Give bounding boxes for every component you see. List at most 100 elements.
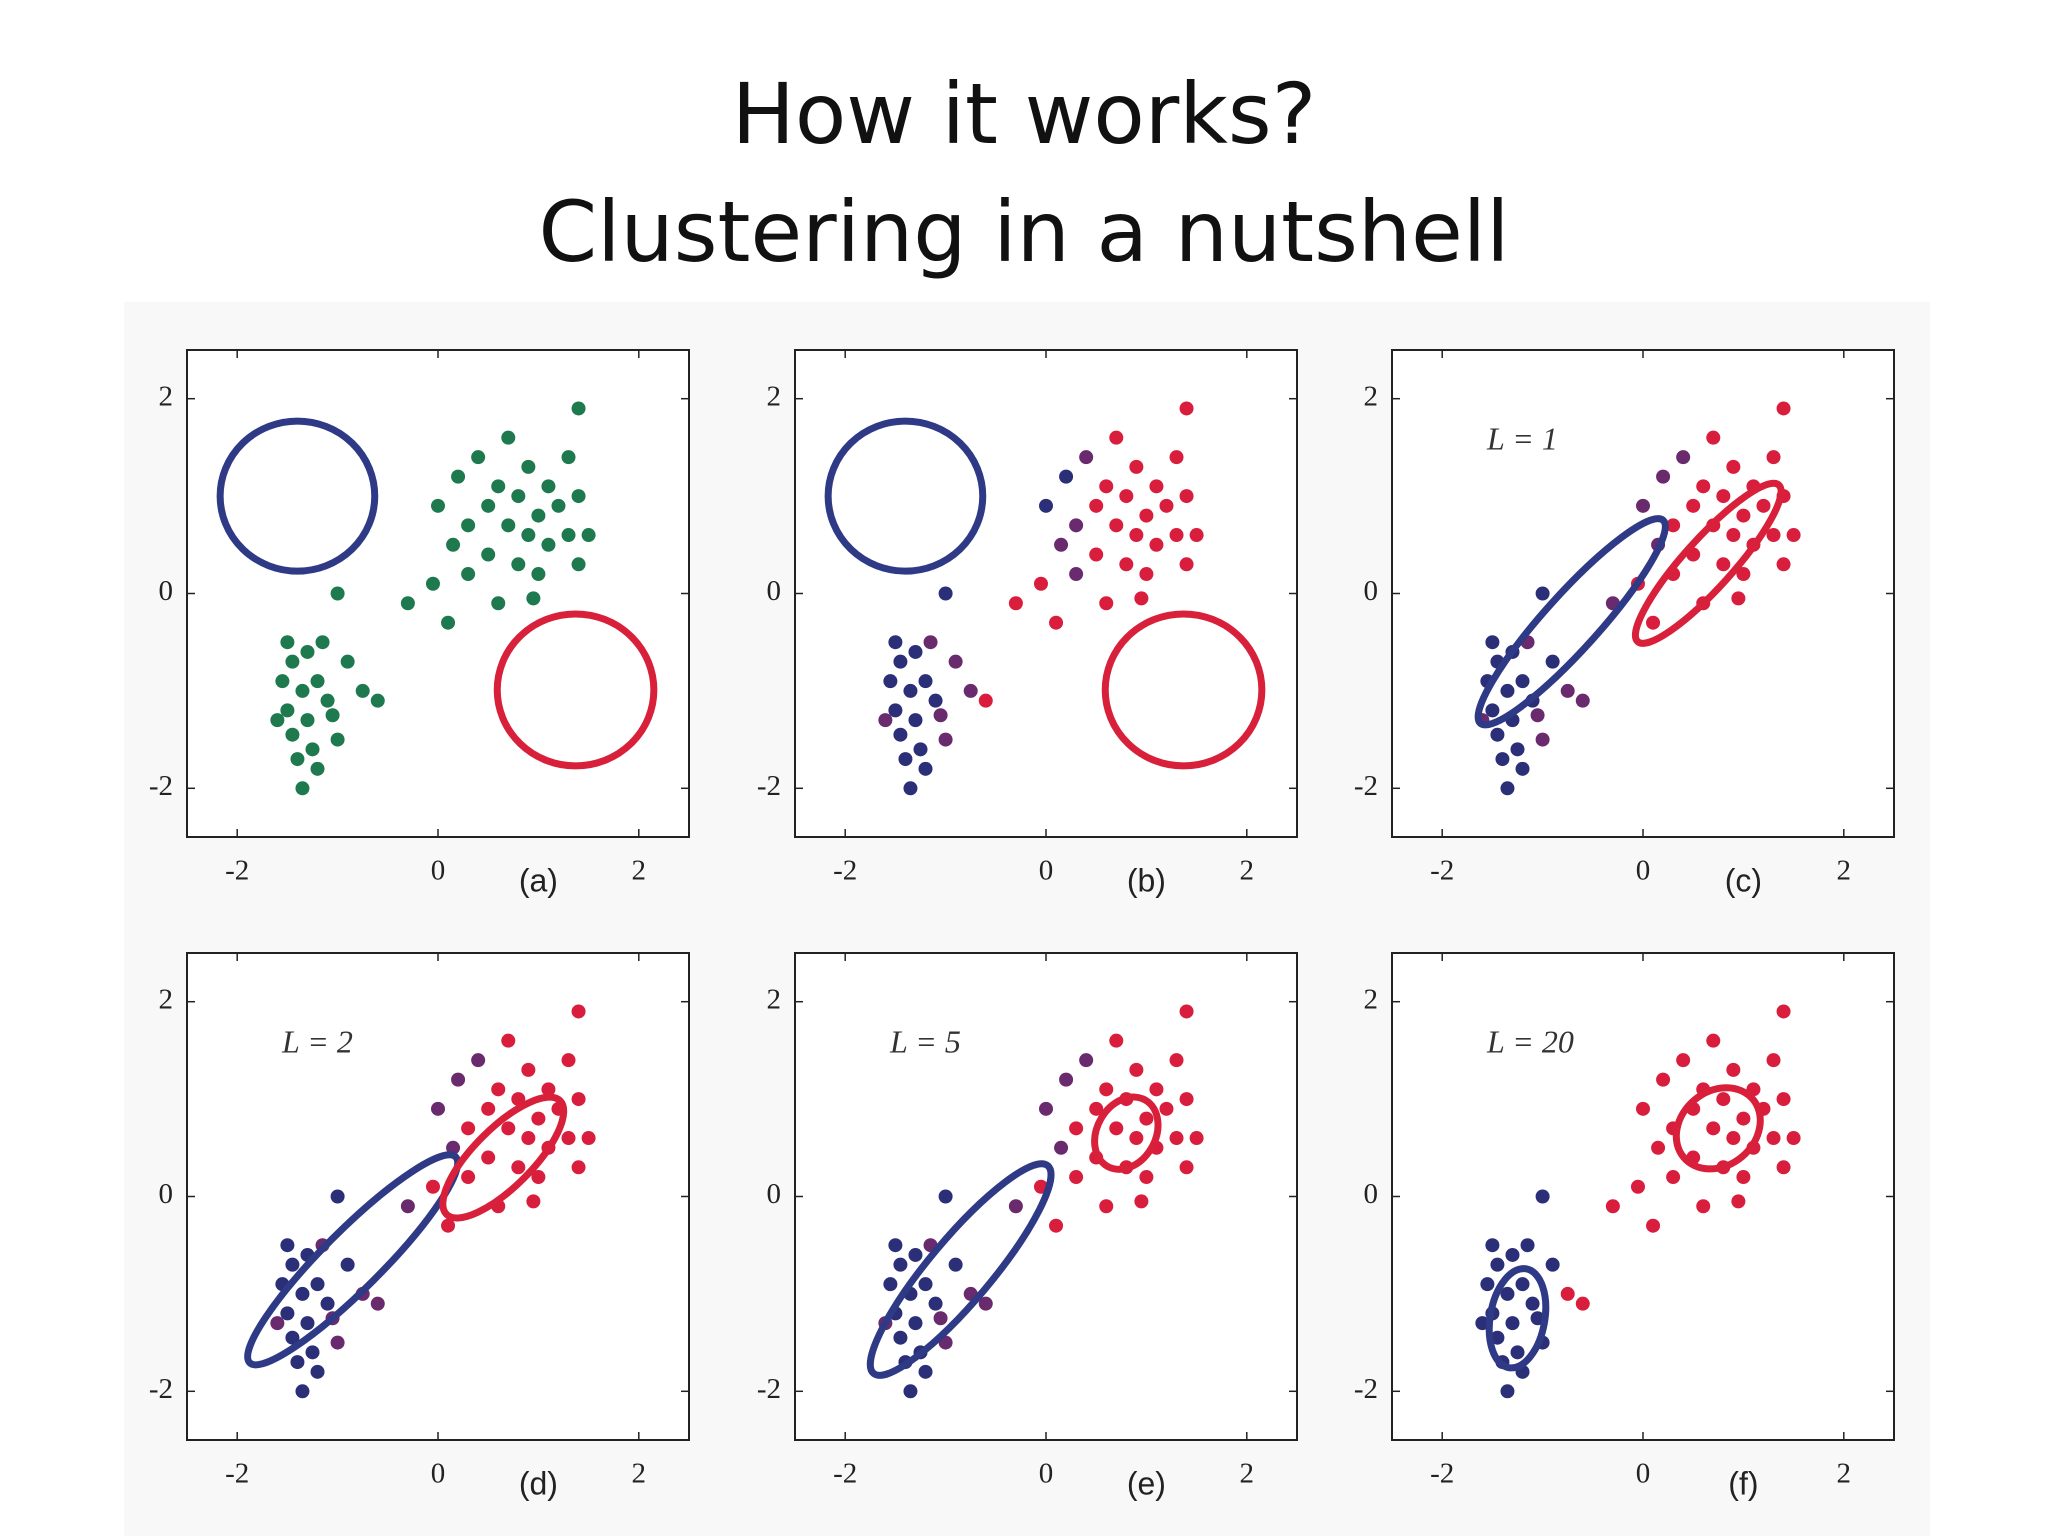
y-tick-label: 2 [767, 380, 782, 412]
data-point [1179, 489, 1194, 504]
data-point [581, 1131, 596, 1146]
cluster-ellipse [1101, 610, 1266, 770]
panel: -2 0 2 -2 0 2 L = 1 (c) [1354, 349, 1895, 898]
data-point [1500, 683, 1515, 698]
data-point [1716, 557, 1731, 572]
data-point [400, 1199, 415, 1214]
data-point [1636, 498, 1650, 513]
data-point [1189, 1131, 1204, 1146]
data-point [1560, 1286, 1575, 1301]
data-point [1039, 1101, 1053, 1116]
data-point [561, 450, 576, 465]
panel-label: (d) [519, 1465, 558, 1501]
data-point [441, 615, 456, 630]
x-tick-label: -2 [833, 855, 857, 887]
y-tick-label: -2 [757, 770, 781, 802]
data-point [1059, 1072, 1074, 1087]
data-point [340, 1257, 355, 1272]
data-point [1079, 1053, 1094, 1068]
data-point [888, 1238, 903, 1253]
data-point [461, 567, 476, 582]
data-point [903, 683, 918, 698]
data-point [1776, 1160, 1791, 1175]
x-tick-label: 0 [1039, 1458, 1054, 1490]
data-point [908, 644, 923, 659]
data-point [918, 674, 933, 689]
data-point [1786, 528, 1801, 543]
data-point [330, 1335, 345, 1350]
data-point [446, 1140, 461, 1155]
data-point [938, 732, 953, 747]
data-point [1099, 596, 1114, 611]
data-point [280, 703, 295, 718]
data-point [1169, 1131, 1184, 1146]
data-point [290, 752, 305, 767]
data-point [340, 654, 355, 669]
data-point [531, 1170, 546, 1185]
data-point [963, 683, 978, 698]
data-point [270, 713, 285, 728]
data-point [1169, 450, 1184, 465]
data-point [1726, 459, 1741, 474]
data-point [521, 1131, 536, 1146]
data-point [1129, 459, 1144, 474]
data-point [978, 1296, 993, 1311]
data-point [571, 1092, 586, 1107]
data-point [1696, 1199, 1711, 1214]
data-point [888, 703, 903, 718]
data-point [1731, 591, 1746, 606]
data-point [481, 1150, 496, 1165]
data-point [883, 674, 898, 689]
data-point [908, 1247, 923, 1262]
data-point [1008, 1199, 1023, 1214]
annotation: L = 1 [1486, 420, 1558, 456]
data-point [561, 1131, 576, 1146]
data-point [1676, 450, 1691, 465]
data-point [541, 479, 556, 494]
data-point [1505, 1247, 1520, 1262]
y-tick-label: 2 [159, 983, 174, 1015]
data-point [310, 761, 325, 776]
data-point [285, 1330, 300, 1345]
data-point [903, 1384, 918, 1399]
data-point [270, 1316, 285, 1331]
data-point [1736, 567, 1751, 582]
data-point [1500, 781, 1515, 796]
data-point [898, 752, 913, 767]
data-point [1515, 761, 1530, 776]
data-point [481, 547, 496, 562]
data-point [280, 635, 295, 650]
data-point [521, 528, 536, 543]
y-tick-label: 0 [1364, 575, 1379, 607]
y-tick-label: -2 [757, 1373, 781, 1405]
data-point [320, 693, 335, 708]
data-point [928, 1296, 943, 1311]
annotation: L = 20 [1486, 1023, 1574, 1059]
y-tick-label: -2 [149, 1373, 173, 1405]
data-point [1179, 401, 1194, 416]
data-point [1726, 1131, 1741, 1146]
data-point [1560, 683, 1575, 698]
x-tick-label: 2 [1240, 1458, 1255, 1490]
data-point [310, 1364, 325, 1379]
plot-frame [1391, 952, 1895, 1441]
cluster-ellipse [824, 417, 987, 575]
data-point [491, 596, 506, 611]
data-point [315, 635, 330, 650]
data-point [1179, 557, 1194, 572]
data-point [501, 518, 516, 533]
y-tick-label: 2 [1364, 380, 1379, 412]
data-point [918, 1364, 933, 1379]
data-point [1500, 1384, 1515, 1399]
data-point [571, 489, 586, 504]
data-point [1726, 1062, 1741, 1077]
data-point [1520, 1238, 1535, 1253]
cluster-ellipse [1091, 1093, 1162, 1173]
x-tick-label: 2 [1837, 1458, 1852, 1490]
data-point [1069, 567, 1084, 582]
data-point [511, 1160, 526, 1175]
y-tick-label: 0 [159, 575, 174, 607]
data-point [938, 586, 953, 601]
